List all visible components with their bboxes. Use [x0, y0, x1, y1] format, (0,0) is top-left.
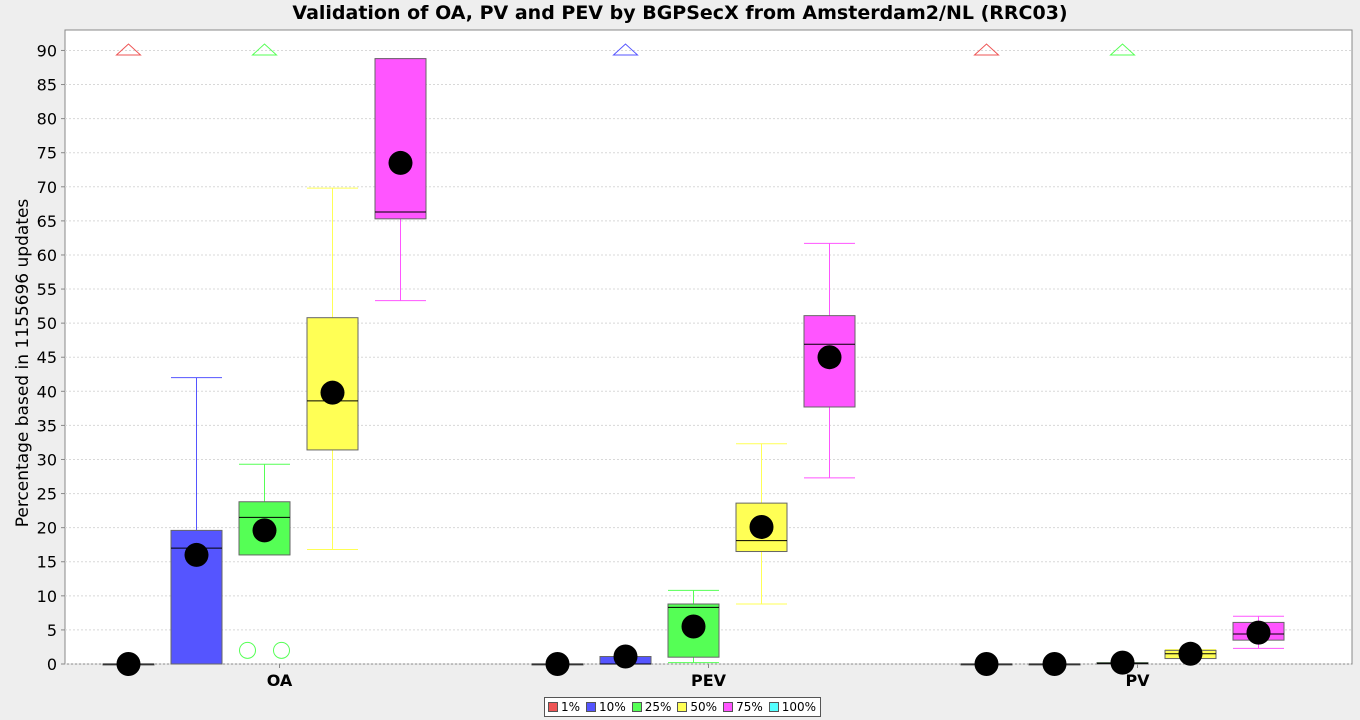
legend-label: 1%	[561, 700, 581, 714]
chart-title: Validation of OA, PV and PEV by BGPSecX …	[292, 2, 1068, 24]
y-tick-label: 50	[37, 314, 57, 333]
mean-marker	[388, 150, 413, 175]
box-iqr	[374, 58, 427, 220]
legend-item: 75%	[723, 700, 763, 714]
y-tick-label: 90	[37, 41, 57, 60]
x-axis: OA PEV PV	[267, 664, 1150, 690]
box-oa-50pct	[306, 187, 359, 550]
mean-marker	[1110, 650, 1135, 675]
box-pev-1pct	[531, 652, 584, 676]
box-pev-75pct	[803, 242, 856, 479]
box-oa-10pct	[170, 377, 223, 665]
box-pev-25pct	[667, 589, 720, 664]
y-tick-label: 5	[47, 621, 57, 640]
legend-item: 25%	[631, 700, 672, 714]
mean-marker	[613, 644, 638, 669]
box-pv-25pct	[1096, 43, 1149, 675]
legend-label: 10%	[599, 700, 626, 714]
y-tick-label: 35	[37, 416, 57, 435]
plot-area-background	[64, 29, 1353, 665]
legend: 1% 10% 25% 50% 75% 100%	[544, 697, 822, 717]
legend-swatch	[677, 702, 688, 712]
legend-swatch	[586, 702, 597, 712]
far-outlier-indicator	[1109, 43, 1136, 56]
mean-marker	[184, 542, 209, 567]
legend-label: 50%	[690, 700, 718, 714]
box-iqr	[170, 529, 223, 665]
y-axis: 0 5 10 15 20 25 30 35 40 45 50 55 60 65 70 75 80 85 90	[37, 41, 65, 674]
mean-marker	[1246, 620, 1271, 645]
mean-marker	[749, 514, 774, 539]
legend-item: 1%	[548, 700, 580, 714]
y-tick-label: 60	[37, 246, 57, 265]
box-pv-75pct	[1232, 615, 1285, 649]
box-pev-50pct	[735, 443, 788, 605]
box-pev-10pct	[599, 43, 652, 669]
x-category-label: PV	[1125, 671, 1150, 690]
box-oa-25pct	[238, 43, 291, 659]
mean-marker	[1042, 652, 1067, 676]
legend-item: 10%	[586, 700, 626, 714]
y-tick-label: 70	[37, 178, 57, 197]
y-tick-label: 85	[37, 76, 57, 95]
far-outlier-indicator	[115, 43, 142, 56]
y-tick-label: 25	[37, 485, 57, 504]
outlier-marker	[239, 641, 256, 659]
mean-marker	[252, 518, 277, 543]
x-category-label: PEV	[691, 671, 727, 690]
mean-marker	[1178, 641, 1203, 666]
legend-label: 25%	[644, 700, 672, 714]
y-tick-label: 30	[37, 450, 57, 469]
box-pv-50pct	[1164, 641, 1217, 666]
legend-item: 100%	[768, 700, 817, 714]
legend-label: 100%	[781, 700, 817, 714]
y-tick-label: 45	[37, 348, 57, 367]
mean-marker	[974, 652, 999, 676]
y-tick-label: 0	[47, 655, 57, 674]
box-pv-1pct	[960, 43, 1013, 676]
far-outlier-indicator	[973, 43, 1000, 56]
legend-swatch	[631, 702, 642, 712]
y-tick-label: 20	[37, 519, 57, 538]
mean-marker	[116, 652, 141, 676]
y-tick-label: 80	[37, 110, 57, 129]
box-iqr	[238, 501, 291, 556]
y-tick-label: 15	[37, 553, 57, 572]
y-tick-label: 75	[37, 144, 57, 163]
legend-swatch	[768, 702, 779, 712]
mean-marker	[545, 652, 570, 676]
mean-marker	[681, 614, 706, 639]
y-tick-label: 55	[37, 280, 57, 299]
gridlines	[65, 49, 1352, 665]
far-outlier-indicator	[251, 43, 278, 56]
y-tick-label: 65	[37, 212, 57, 231]
box-oa-75pct	[374, 58, 427, 302]
box-pv-10pct	[1028, 652, 1081, 676]
legend-swatch	[723, 702, 734, 712]
box-oa-1pct	[102, 43, 155, 676]
y-tick-label: 40	[37, 382, 57, 401]
mean-marker	[320, 380, 345, 405]
y-tick-label: 10	[37, 587, 57, 606]
mean-marker	[817, 345, 842, 370]
legend-item: 50%	[677, 700, 717, 714]
legend-swatch	[548, 702, 558, 712]
legend-label: 75%	[736, 700, 763, 714]
outlier-marker	[273, 641, 290, 659]
x-category-label: OA	[267, 671, 293, 690]
far-outlier-indicator	[612, 43, 639, 56]
y-axis-label: Percentage based in 1155696 updates	[13, 199, 33, 528]
box-series	[102, 43, 1285, 676]
